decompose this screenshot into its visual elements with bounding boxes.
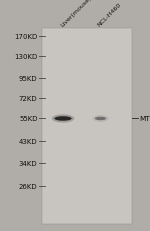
Text: NCL-H460: NCL-H460 <box>97 2 123 28</box>
Text: 170KD: 170KD <box>14 34 38 40</box>
Ellipse shape <box>95 117 106 121</box>
Text: 34KD: 34KD <box>19 160 38 166</box>
Text: 55KD: 55KD <box>19 116 38 122</box>
Bar <box>42 29 132 224</box>
Ellipse shape <box>54 117 72 121</box>
Text: 26KD: 26KD <box>19 183 38 189</box>
Text: Liver(mouse): Liver(mouse) <box>59 0 92 28</box>
Ellipse shape <box>52 115 74 123</box>
Text: 43KD: 43KD <box>19 138 38 144</box>
Text: 130KD: 130KD <box>14 54 38 60</box>
Text: 72KD: 72KD <box>19 95 38 101</box>
Text: 95KD: 95KD <box>19 76 38 82</box>
Text: MTM1: MTM1 <box>139 116 150 122</box>
Ellipse shape <box>93 116 108 122</box>
